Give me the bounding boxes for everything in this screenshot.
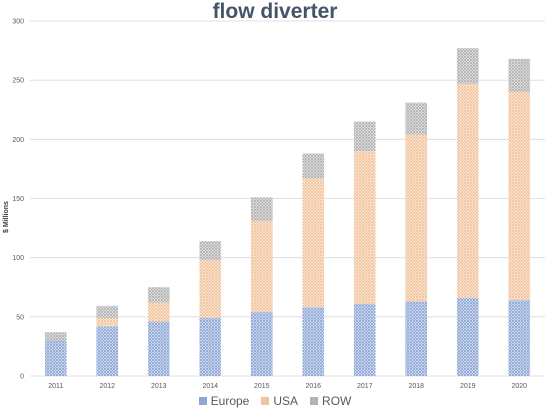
legend-swatch — [198, 397, 207, 405]
bar-row-2019 — [456, 48, 479, 84]
x-axis-ticks: 2011 2012 2013 2014 2015 2016 2017 2018 2019 2020 — [48, 383, 527, 390]
bar-europe-2019 — [456, 297, 479, 376]
bar-europe-2017 — [353, 303, 376, 376]
bar-usa-2015 — [250, 220, 273, 313]
x-tick-label: 2013 — [151, 383, 167, 390]
y-tick-label: 0 — [20, 374, 24, 381]
y-tick-label: 100 — [12, 255, 24, 262]
bar-usa-2014 — [199, 260, 222, 319]
x-tick-label: 2016 — [305, 383, 321, 390]
bar-row-2012 — [96, 306, 119, 319]
bar-europe-2013 — [147, 321, 170, 376]
bar-row-2011 — [44, 332, 67, 341]
y-tick-label: 150 — [12, 196, 24, 203]
bar-row-2015 — [250, 197, 273, 221]
bar-row-2017 — [353, 121, 376, 152]
bar-usa-2013 — [147, 302, 170, 322]
x-tick-label: 2015 — [254, 383, 270, 390]
y-tick-label: 50 — [16, 314, 24, 321]
legend-item-usa: USA — [261, 394, 298, 408]
legend: Europe USA ROW — [0, 394, 550, 408]
x-tick-label: 2012 — [99, 383, 115, 390]
legend-swatch — [261, 397, 270, 405]
bar-usa-2019 — [456, 83, 479, 298]
bar-row-2016 — [302, 153, 325, 179]
bar-row-2018 — [405, 102, 428, 135]
x-tick-label: 2014 — [202, 383, 218, 390]
legend-label: Europe — [210, 394, 250, 408]
chart-title: flow diverter — [212, 0, 338, 23]
bar-usa-2016 — [302, 178, 325, 308]
bar-row-2014 — [199, 241, 222, 261]
bar-usa-2018 — [405, 134, 428, 302]
x-tick-label: 2019 — [460, 383, 476, 390]
bar-usa-2020 — [508, 92, 531, 301]
bar-europe-2016 — [302, 307, 325, 376]
bar-row-2020 — [508, 58, 531, 92]
legend-label: USA — [273, 394, 299, 408]
y-tick-label: 200 — [12, 137, 24, 144]
x-tick-label: 2017 — [357, 383, 373, 390]
x-tick-label: 2018 — [408, 383, 424, 390]
bar-row-2013 — [147, 287, 170, 303]
bar-usa-2012 — [96, 318, 119, 327]
x-tick-label: 2020 — [511, 383, 527, 390]
bar-europe-2012 — [96, 326, 119, 376]
x-tick-label: 2011 — [48, 383, 63, 390]
bar-europe-2018 — [405, 301, 428, 376]
legend-item-row: ROW — [310, 394, 351, 408]
bar-usa-2017 — [353, 151, 376, 304]
y-axis-ticks: 0 50 100 150 200 250 300 — [12, 19, 24, 381]
legend-swatch — [310, 397, 319, 405]
y-tick-label: 300 — [12, 19, 24, 26]
legend-label: ROW — [322, 394, 352, 408]
bars — [44, 48, 531, 376]
y-axis-label: $ Millions — [3, 201, 10, 233]
bar-europe-2020 — [508, 300, 531, 376]
bar-europe-2015 — [250, 312, 273, 376]
legend-item-europe: Europe — [198, 394, 250, 408]
bar-europe-2014 — [199, 318, 222, 376]
y-tick-label: 250 — [12, 78, 24, 85]
bar-europe-2011 — [44, 340, 67, 376]
